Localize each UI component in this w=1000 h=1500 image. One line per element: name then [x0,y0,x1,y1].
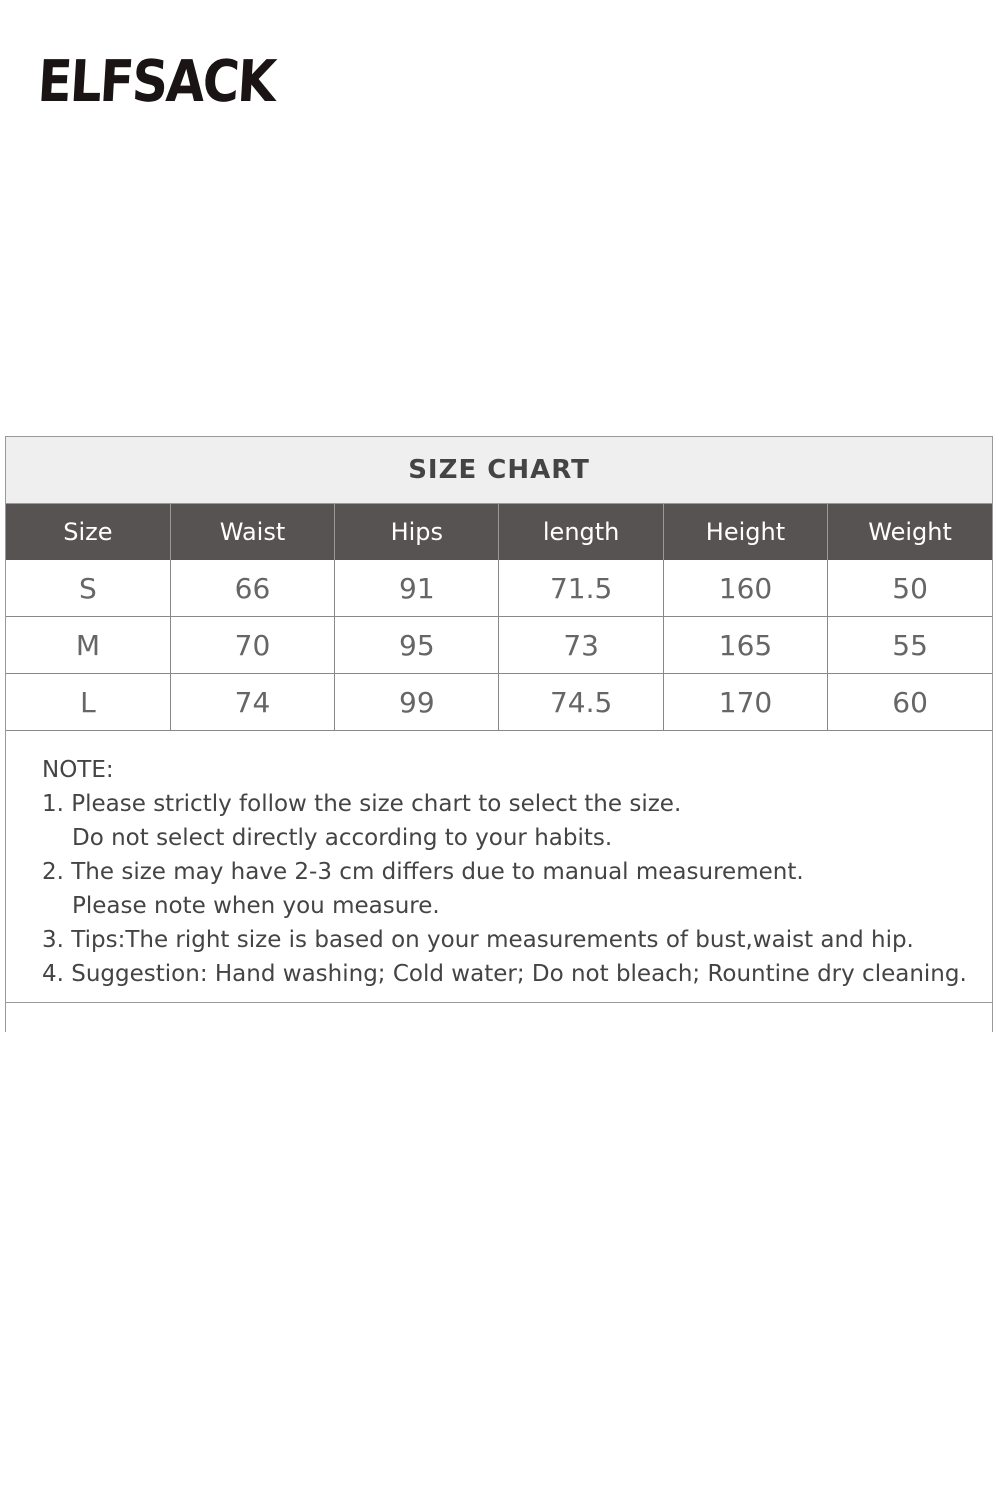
table-cell: 160 [663,560,829,617]
size-table: Size Waist Hips length Height Weight S 66… [6,504,992,731]
table-cell: 71.5 [498,560,664,617]
table-cell: 95 [334,616,500,674]
header-cell: Height [663,504,829,560]
header-cell: Hips [334,504,500,560]
table-cell: L [6,673,171,731]
header-cell: Waist [170,504,336,560]
table-cell: 74 [170,673,336,731]
note-line: Do not select directly according to your… [72,825,613,851]
table-cell: 73 [498,616,664,674]
note-line: Please note when you measure. [72,893,440,919]
note-line: 3. Tips:The right size is based on your … [42,927,914,953]
note-line: 1. Please strictly follow the size chart… [42,791,682,817]
table-cell: 91 [334,560,500,617]
table-cell: 60 [827,673,992,731]
header-row: Size Waist Hips length Height Weight [6,504,992,560]
table-cell: 165 [663,616,829,674]
header-cell: Weight [827,504,992,560]
table-cell: 74.5 [498,673,664,731]
note-line: 2. The size may have 2-3 cm differs due … [42,859,804,885]
table-cell: 55 [827,616,992,674]
brand-logo: ELFSACK [35,48,277,115]
table-row: L 74 99 74.5 170 60 [6,673,992,731]
table-cell: 70 [170,616,336,674]
table-cell: S [6,560,171,617]
header-cell: Size [6,504,171,560]
notes-heading: NOTE: [42,757,114,783]
table-cell: M [6,616,171,674]
table-cell: 170 [663,673,829,731]
table-cell: 99 [334,673,500,731]
table-row: M 70 95 73 165 55 [6,616,992,674]
table-row: S 66 91 71.5 160 50 [6,560,992,617]
table-cell: 50 [827,560,992,617]
table-cell: 66 [170,560,336,617]
size-chart-title: SIZE CHART [6,437,992,504]
note-line: 4. Suggestion: Hand washing; Cold water;… [42,961,967,987]
size-chart: SIZE CHART Size Waist Hips length Height… [5,436,993,1032]
header-cell: length [498,504,664,560]
notes-section: NOTE: 1. Please strictly follow the size… [6,731,992,1003]
